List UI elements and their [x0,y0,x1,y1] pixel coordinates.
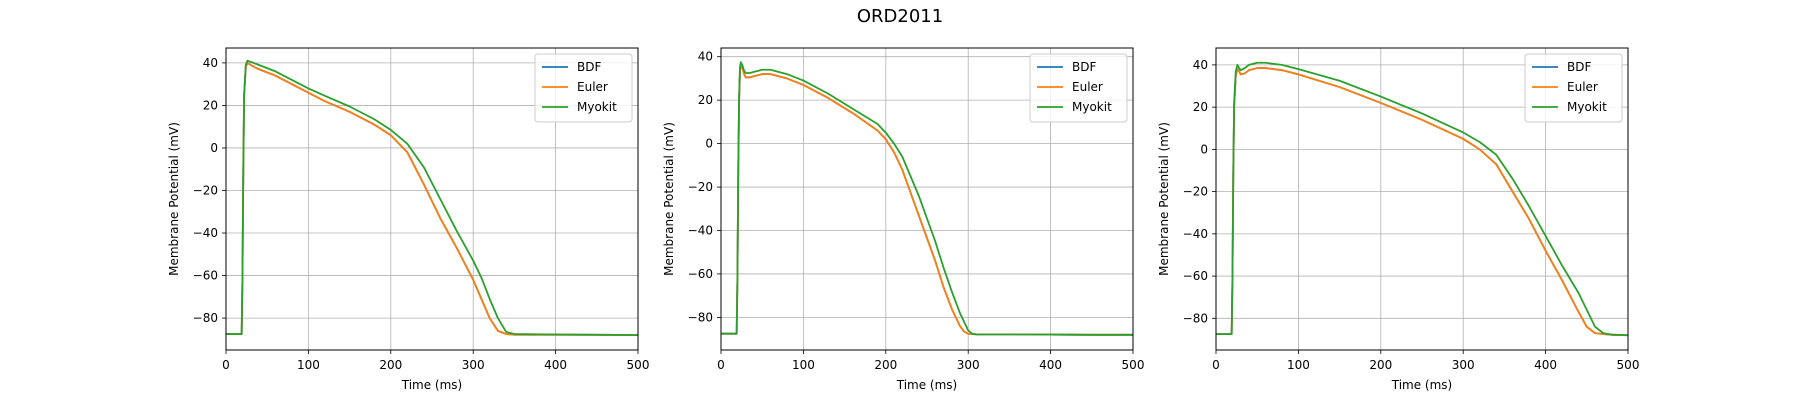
y-tick-label: 20 [698,93,713,107]
legend-label-myokit: Myokit [1567,100,1607,114]
x-tick-label: 500 [1617,358,1640,372]
x-axis-label: Time (ms) [896,378,958,392]
y-tick-label: −80 [688,310,713,324]
subplot-2: 0 100 200 300 400 500 −80 −60 −40 −20 0 20 40 Time (m… [662,47,1145,392]
y-axis-label: Membrane Potential (mV) [662,122,676,276]
legend: BDF Euler Myokit [1029,53,1128,123]
x-tick-label: 300 [462,358,485,372]
legend-label-euler: Euler [1567,80,1598,94]
x-tick-label: 400 [1534,358,1557,372]
x-axis-label: Time (ms) [1391,378,1453,392]
x-tick-label: 500 [1122,358,1145,372]
legend-label-euler: Euler [1072,80,1103,94]
y-tick-label: −20 [688,180,713,194]
legend: BDF Euler Myokit [534,53,633,123]
y-tick-label: 40 [1193,58,1208,72]
y-tick-label: 0 [705,137,713,151]
x-tick-label: 300 [957,358,980,372]
series-line-myokit [226,59,639,337]
y-tick-label: −60 [193,269,218,283]
y-tick-label: −40 [1183,227,1208,241]
y-tick-label: 0 [1200,142,1208,156]
x-tick-label: 300 [1452,358,1475,372]
legend-label-myokit: Myokit [1072,100,1112,114]
x-tick-label: 100 [1287,358,1310,372]
y-tick-label: 40 [203,56,218,70]
subplot-1: 0 100 200 300 400 500 −80 −60 −40 −20 0 20 40 Time (m… [167,47,650,392]
x-tick-label: 100 [297,358,320,372]
x-axis-label: Time (ms) [401,378,463,392]
y-tick-label: −20 [193,183,218,197]
y-tick-label: −80 [1183,311,1208,325]
series-line-myokit [1216,61,1629,337]
y-axis-label: Membrane Potential (mV) [167,122,181,276]
x-tick-label: 0 [1212,358,1220,372]
x-tick-label: 200 [1369,358,1392,372]
legend-label-bdf: BDF [1567,60,1591,74]
legend-label-bdf: BDF [577,60,601,74]
figure-title: ORD2011 [857,6,943,27]
y-tick-label: −60 [1183,269,1208,283]
y-tick-label: 20 [1193,100,1208,114]
y-tick-label: −40 [193,226,218,240]
series-line-myokit [721,61,1133,336]
plot-frame [225,47,639,351]
x-tick-label: 200 [874,358,897,372]
plot-frame [1215,47,1629,351]
legend-box [534,53,633,123]
y-tick-label: −60 [688,267,713,281]
legend: BDF Euler Myokit [1524,53,1623,123]
y-tick-label: −20 [1183,185,1208,199]
x-tick-label: 100 [792,358,815,372]
legend-label-euler: Euler [577,80,608,94]
x-tick-label: 0 [222,358,230,372]
legend-label-bdf: BDF [1072,60,1096,74]
plot-frame [720,47,1134,351]
x-tick-label: 200 [379,358,402,372]
y-tick-label: −40 [688,224,713,238]
legend-box [1524,53,1623,123]
legend-box [1029,53,1128,123]
y-axis-label: Membrane Potential (mV) [1157,122,1171,276]
y-tick-label: 0 [210,141,218,155]
subplot-3: 0 100 200 300 400 500 −80 −60 −40 −20 0 20 40 Time (m… [1157,47,1640,392]
x-tick-label: 0 [717,358,725,372]
y-tick-label: 20 [203,98,218,112]
y-tick-label: 40 [698,50,713,64]
legend-label-myokit: Myokit [577,100,617,114]
x-tick-label: 400 [1039,358,1062,372]
x-tick-label: 400 [544,358,567,372]
x-tick-label: 500 [627,358,650,372]
y-tick-label: −80 [193,311,218,325]
